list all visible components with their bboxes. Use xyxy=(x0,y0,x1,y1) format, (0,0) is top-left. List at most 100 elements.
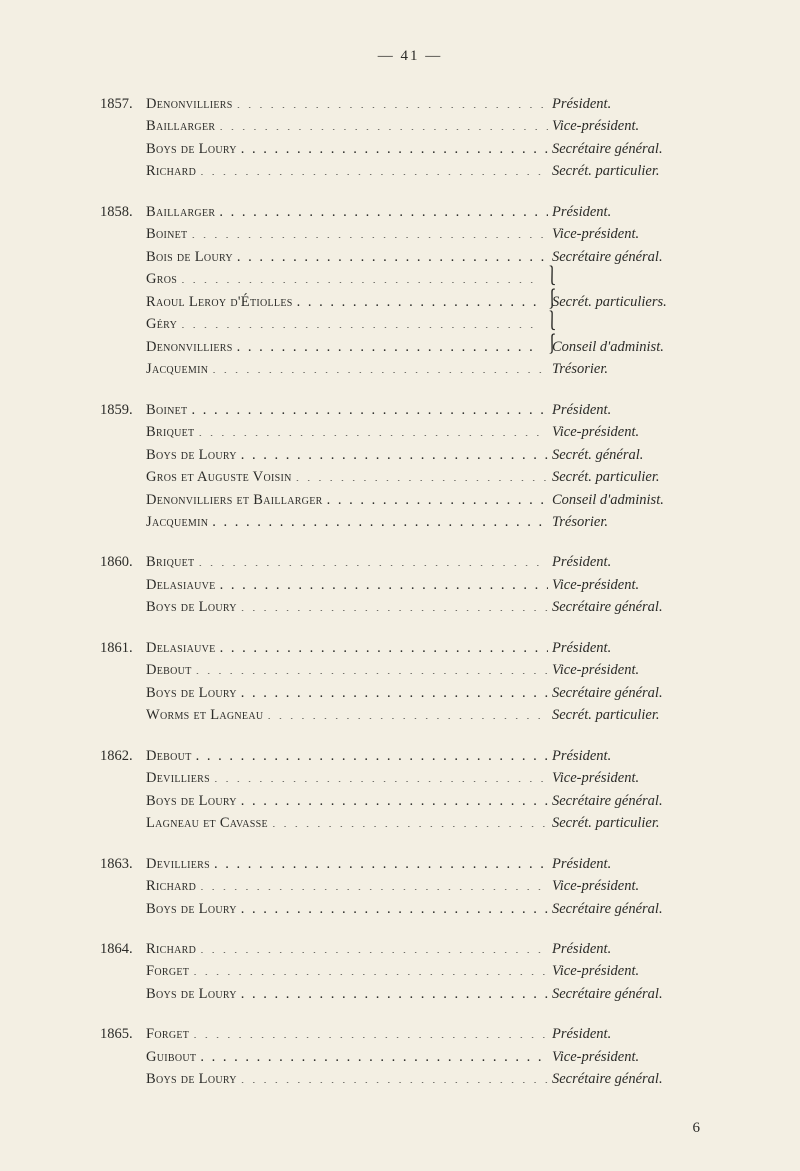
leader-dots xyxy=(220,574,548,589)
entry-row: 1861.DelasiauvePrésident. xyxy=(100,637,720,659)
leader-dots xyxy=(220,637,548,652)
leader-dots xyxy=(196,745,548,760)
entry-block: 1860.BriquetPrésident.DelasiauveVice-pré… xyxy=(100,551,720,618)
year-label: 1862. xyxy=(100,745,146,767)
leader-dots xyxy=(241,682,548,697)
role-label: Président. xyxy=(552,853,720,875)
leader-dots xyxy=(241,444,548,459)
person-name: Boys de Loury xyxy=(146,444,237,466)
person-name: Richard xyxy=(146,875,196,897)
role-label: Secrétaire général. xyxy=(552,682,720,704)
leader-dots xyxy=(198,552,548,567)
person-name: Boys de Loury xyxy=(146,983,237,1005)
role-label: Secrét. particulier. xyxy=(552,812,720,834)
leader-dots xyxy=(241,1069,548,1084)
role-label: Conseil d'administ. xyxy=(552,489,720,511)
role-label: Président. xyxy=(552,745,720,767)
person-name: Richard xyxy=(146,938,196,960)
leader-dots xyxy=(196,660,548,675)
entry-row: RichardVice-président. xyxy=(100,875,720,897)
year-label: 1858. xyxy=(100,201,146,223)
entry-row: BoinetVice-président. xyxy=(100,223,720,245)
person-name: Richard xyxy=(146,160,196,182)
entry-row: 1857.DenonvilliersPrésident. xyxy=(100,93,720,115)
entry-row: Boys de LourySecrétaire général. xyxy=(100,596,720,618)
role-label: Trésorier. xyxy=(552,511,720,533)
role-label: Secrét. particulier. xyxy=(552,704,720,726)
entry-row: Bois de LourySecrétaire général. xyxy=(100,246,720,268)
leader-dots xyxy=(297,291,538,306)
leader-dots xyxy=(241,138,548,153)
leader-dots xyxy=(237,336,538,351)
entry-block: 1861.DelasiauvePrésident.DeboutVice-prés… xyxy=(100,637,720,727)
role-label: Président. xyxy=(552,399,720,421)
entry-block: 1864.RichardPrésident.ForgetVice-préside… xyxy=(100,938,720,1005)
brace-icon: ⎰ xyxy=(542,292,552,308)
person-name: Denonvilliers xyxy=(146,336,233,358)
person-name: Delasiauve xyxy=(146,574,216,596)
person-name: Guibout xyxy=(146,1046,196,1068)
entry-row: Gros et Auguste VoisinSecrét. particulie… xyxy=(100,466,720,488)
person-name: Boinet xyxy=(146,223,187,245)
entry-row: Boys de LourySecrétaire général. xyxy=(100,898,720,920)
role-label: Conseil d'administ. xyxy=(552,336,720,358)
person-name: Denonvilliers et Baillarger xyxy=(146,489,323,511)
role-label: Secrétaire général. xyxy=(552,983,720,1005)
role-label: Secrétaire général. xyxy=(552,596,720,618)
leader-dots xyxy=(191,399,548,414)
entry-row: Boys de LourySecrétaire général. xyxy=(100,138,720,160)
role-label: Président. xyxy=(552,938,720,960)
leader-dots xyxy=(181,314,538,329)
role-label: Vice-président. xyxy=(552,960,720,982)
role-label: Secrétaire général. xyxy=(552,246,720,268)
entry-block: 1857.DenonvilliersPrésident.BaillargerVi… xyxy=(100,93,720,183)
person-name: Boinet xyxy=(146,399,187,421)
role-label: Secrétaire général. xyxy=(552,138,720,160)
person-name: Devilliers xyxy=(146,853,210,875)
leader-dots xyxy=(181,269,538,284)
entry-row: Lagneau et Cavasse Secrét. particulier. xyxy=(100,812,720,834)
entry-row: Worms et LagneauSecrét. particulier. xyxy=(100,704,720,726)
person-name: Briquet xyxy=(146,421,194,443)
role-label: Président. xyxy=(552,637,720,659)
role-label: Secrét. particulier. xyxy=(552,160,720,182)
entry-row: JacqueminTrésorier. xyxy=(100,358,720,380)
role-label: Secrétaire général. xyxy=(552,790,720,812)
leader-dots xyxy=(212,511,548,526)
leader-dots xyxy=(214,768,548,783)
entry-row: 1858.BaillargerPrésident. xyxy=(100,201,720,223)
leader-dots xyxy=(193,1024,548,1039)
brace-icon: ⎱ xyxy=(542,314,552,330)
entry-row: 1865.Forget Président. xyxy=(100,1023,720,1045)
brace-icon: ⎰ xyxy=(542,337,552,353)
role-label: Trésorier. xyxy=(552,358,720,380)
entry-row: Boys de Loury Secrétaire général. xyxy=(100,983,720,1005)
person-name: Debout xyxy=(146,745,192,767)
brace-icon: ⎱ xyxy=(542,269,552,285)
entry-block: 1858.BaillargerPrésident.BoinetVice-prés… xyxy=(100,201,720,381)
person-name: Forget xyxy=(146,1023,189,1045)
entry-row: Denonvilliers ⎰Conseil d'administ. xyxy=(100,336,720,358)
role-label: Vice-président. xyxy=(552,115,720,137)
entry-row: Boys de LourySecrétaire général. xyxy=(100,682,720,704)
entry-row: BriquetVice-président. xyxy=(100,421,720,443)
entry-row: 1862.Debout Président. xyxy=(100,745,720,767)
entry-row: Richard Secrét. particulier. xyxy=(100,160,720,182)
person-name: Raoul Leroy d'Étiolles xyxy=(146,291,293,313)
entry-row: Boys de LourySecrét. général. xyxy=(100,444,720,466)
entry-row: Raoul Leroy d'Étiolles⎰Secrét. particuli… xyxy=(100,291,720,313)
person-name: Lagneau et Cavasse xyxy=(146,812,268,834)
person-name: Boys de Loury xyxy=(146,898,237,920)
year-label: 1864. xyxy=(100,938,146,960)
leader-dots xyxy=(241,983,548,998)
role-label: Président. xyxy=(552,1023,720,1045)
entry-row: JacqueminTrésorier. xyxy=(100,511,720,533)
year-label: 1865. xyxy=(100,1023,146,1045)
leader-dots xyxy=(296,467,548,482)
leader-dots xyxy=(214,853,548,868)
role-label: Président. xyxy=(552,551,720,573)
year-label: 1859. xyxy=(100,399,146,421)
role-label: Vice-président. xyxy=(552,659,720,681)
leader-dots xyxy=(241,597,548,612)
page: — 41 — 1857.DenonvilliersPrésident.Baill… xyxy=(0,0,800,1171)
